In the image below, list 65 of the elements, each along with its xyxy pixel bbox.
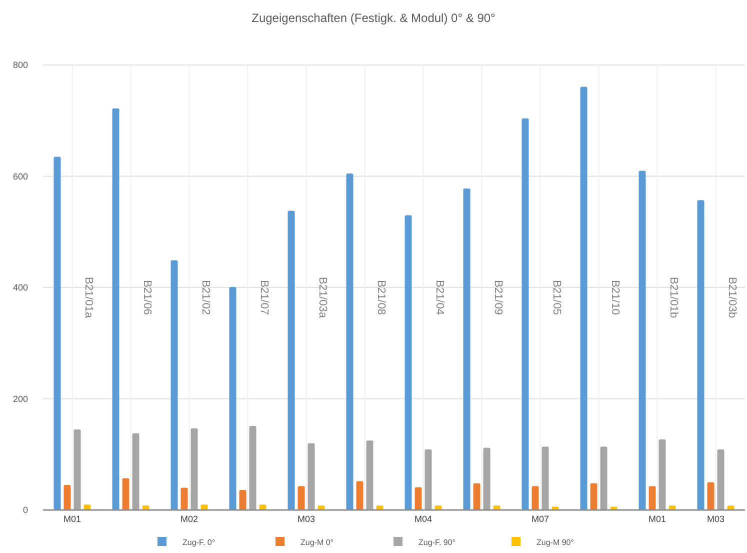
chart-title: Zugeigenschaften (Festigk. & Modul) 0° & 90° (252, 11, 496, 25)
annotation: B21/06 (140, 280, 153, 315)
bar (600, 446, 608, 510)
bar (424, 449, 432, 510)
bar (590, 483, 598, 510)
legend-label: Zug-F. 90° (418, 538, 456, 547)
bar (356, 481, 364, 510)
annotation: B21/08 (374, 280, 387, 315)
x-tick-label: M04 (414, 514, 432, 524)
y-tick-label: 200 (12, 394, 28, 404)
y-tick-label: 0 (22, 505, 28, 515)
bar (463, 188, 470, 510)
legend-label: Zug-M 0° (300, 538, 334, 547)
bar (288, 210, 295, 510)
bar (180, 488, 188, 510)
annotation: B21/07 (258, 280, 270, 315)
annotation: B21/03a (316, 277, 328, 319)
bar (483, 448, 490, 510)
bar (404, 215, 412, 510)
x-tick-label: M03 (297, 514, 316, 524)
x-tick-label: M07 (531, 514, 550, 524)
bar (522, 118, 529, 510)
bar (112, 108, 120, 510)
annotation: B21/09 (492, 280, 504, 315)
bar (239, 490, 246, 510)
annotation: B21/02 (199, 280, 212, 315)
bar (414, 487, 422, 510)
x-tick-label: M01 (648, 514, 666, 524)
annotation: B21/03b (726, 277, 738, 318)
annotation: B21/01b (667, 277, 680, 318)
bar (122, 478, 130, 510)
legend-label: Zug-F. 0° (182, 538, 216, 547)
bar (366, 440, 374, 510)
x-tick-label: M02 (180, 514, 198, 524)
bar (190, 428, 198, 510)
bar (54, 156, 61, 510)
bar (580, 86, 588, 510)
bar (473, 483, 480, 510)
bar (717, 449, 724, 510)
annotation: B21/10 (608, 280, 621, 315)
x-tick-label: M03 (706, 514, 725, 524)
legend-label: Zug-M 90° (536, 538, 574, 547)
bar (648, 486, 656, 510)
annotation: B21/04 (433, 280, 446, 315)
bar (532, 486, 539, 510)
annotation: B21/01a (82, 277, 94, 319)
bar (658, 439, 666, 510)
bar (64, 484, 71, 510)
bar (249, 426, 256, 510)
bar (308, 443, 315, 510)
bar (74, 429, 81, 510)
y-tick-label: 600 (12, 171, 28, 182)
y-tick-label: 800 (12, 60, 28, 70)
bar (229, 286, 236, 510)
bar (697, 200, 704, 510)
bar (542, 446, 549, 510)
bar (298, 486, 305, 510)
bar (132, 433, 140, 510)
bar (346, 173, 354, 510)
annotation: B21/05 (550, 280, 562, 315)
bar (707, 482, 714, 510)
x-tick-label: M01 (63, 514, 82, 524)
bar (638, 170, 646, 510)
bar (170, 260, 178, 510)
y-tick-label: 400 (12, 282, 28, 292)
